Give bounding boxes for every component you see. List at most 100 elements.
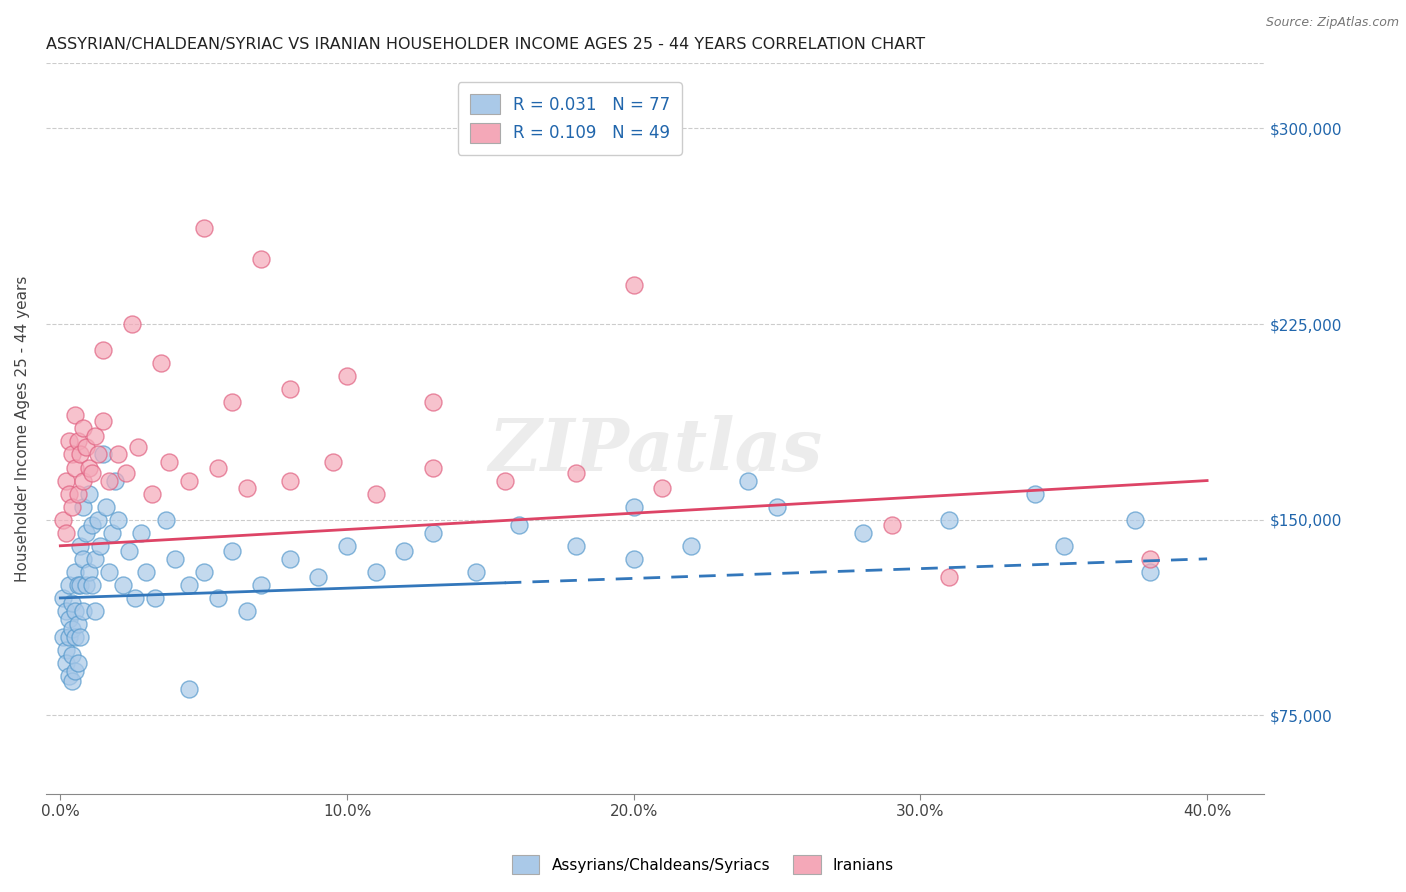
Point (322, 455, 344, 469)
Point (55, 525, 77, 540)
Point (66, 434, 89, 449)
Point (880, 517, 903, 532)
Point (55, 474, 77, 488)
Point (98, 565, 121, 579)
Point (63, 565, 86, 579)
Legend: R = 0.031   N = 77, R = 0.109   N = 49: R = 0.031 N = 77, R = 0.109 N = 49 (458, 82, 682, 155)
Point (89, 539, 111, 553)
Point (127, 440, 149, 454)
Point (63, 630, 86, 644)
Point (58, 669, 80, 683)
Point (80, 578, 103, 592)
Point (623, 551, 645, 566)
Point (422, 525, 444, 540)
Point (179, 578, 201, 592)
Point (77, 565, 100, 579)
Point (250, 252, 273, 266)
Point (86, 448, 108, 462)
Point (69, 578, 91, 592)
Point (58, 630, 80, 644)
Text: ASSYRIAN/CHALDEAN/SYRIAC VS IRANIAN HOUSEHOLDER INCOME AGES 25 - 44 YEARS CORREL: ASSYRIAN/CHALDEAN/SYRIAC VS IRANIAN HOUS… (46, 37, 925, 53)
Point (149, 356, 172, 370)
Point (104, 474, 127, 488)
Point (124, 591, 146, 605)
Point (1024, 486, 1046, 500)
Point (83, 551, 105, 566)
Point (60, 648, 83, 663)
Point (179, 474, 201, 488)
Point (278, 474, 301, 488)
Point (107, 448, 129, 462)
Point (235, 482, 257, 496)
Legend: Assyrians/Chaldeans/Syriacs, Iranians: Assyrians/Chaldeans/Syriacs, Iranians (506, 849, 900, 880)
Point (129, 525, 152, 540)
Point (86, 513, 108, 527)
Point (91, 448, 114, 462)
Point (66, 578, 89, 592)
Point (235, 604, 257, 618)
Point (1125, 513, 1147, 527)
Point (623, 500, 645, 514)
Y-axis label: Householder Income Ages 25 - 44 years: Householder Income Ages 25 - 44 years (15, 276, 30, 582)
Point (60, 674, 83, 689)
Point (72, 500, 94, 514)
Point (112, 578, 135, 592)
Point (118, 544, 141, 558)
Point (155, 513, 177, 527)
Point (221, 395, 243, 409)
Point (394, 544, 416, 558)
Point (422, 395, 444, 409)
Point (278, 551, 301, 566)
Point (91, 413, 114, 427)
Point (58, 612, 80, 626)
Point (77, 460, 100, 475)
Point (63, 460, 86, 475)
Point (623, 277, 645, 292)
Point (207, 591, 229, 605)
Point (565, 466, 588, 480)
Point (336, 369, 359, 384)
Point (96, 500, 118, 514)
Point (1053, 539, 1076, 553)
Point (72, 474, 94, 488)
Point (75, 578, 97, 592)
Point (75, 440, 97, 454)
Point (766, 500, 789, 514)
Point (938, 513, 960, 527)
Point (91, 343, 114, 358)
Point (75, 525, 97, 540)
Point (250, 578, 273, 592)
Point (69, 630, 91, 644)
Point (141, 486, 163, 500)
Point (278, 382, 301, 396)
Point (60, 596, 83, 610)
Point (101, 525, 124, 540)
Point (121, 317, 143, 331)
Point (83, 429, 105, 443)
Point (60, 622, 83, 636)
Point (364, 565, 387, 579)
Point (465, 565, 488, 579)
Point (679, 539, 702, 553)
Point (60, 448, 83, 462)
Point (651, 482, 673, 496)
Point (508, 517, 530, 532)
Point (307, 570, 329, 584)
Point (157, 455, 180, 469)
Point (58, 578, 80, 592)
Point (80, 466, 103, 480)
Point (66, 486, 89, 500)
Point (58, 434, 80, 449)
Point (66, 617, 89, 632)
Point (494, 474, 516, 488)
Point (80, 517, 103, 532)
Point (52, 513, 75, 527)
Point (179, 682, 201, 697)
Point (135, 565, 157, 579)
Point (422, 460, 444, 475)
Point (60, 500, 83, 514)
Point (72, 551, 94, 566)
Point (63, 664, 86, 678)
Point (852, 525, 875, 540)
Point (63, 604, 86, 618)
